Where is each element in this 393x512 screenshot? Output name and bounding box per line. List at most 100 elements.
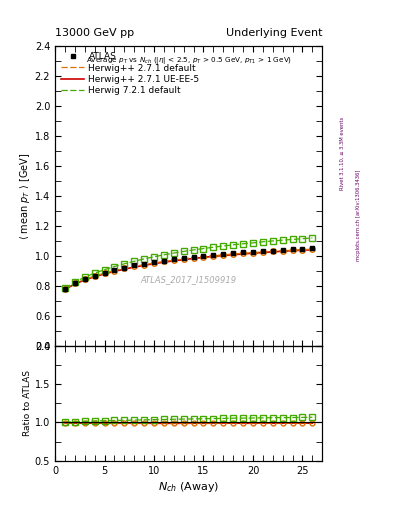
Herwig 7.2.1 default bbox=[251, 240, 255, 246]
Herwig 7.2.1 default bbox=[122, 261, 127, 267]
Line: Herwig++ 2.7.1 UE-EE-5: Herwig++ 2.7.1 UE-EE-5 bbox=[65, 250, 312, 289]
Herwig++ 2.7.1 UE-EE-5 bbox=[102, 271, 107, 277]
Herwig 7.2.1 default bbox=[112, 264, 117, 270]
ATLAS bbox=[72, 280, 77, 286]
Herwig++ 2.7.1 UE-EE-5 bbox=[221, 252, 226, 259]
Herwig++ 2.7.1 UE-EE-5 bbox=[122, 266, 127, 272]
ATLAS bbox=[280, 247, 285, 253]
Herwig++ 2.7.1 default bbox=[132, 263, 136, 269]
Text: Underlying Event: Underlying Event bbox=[226, 28, 322, 38]
ATLAS bbox=[171, 256, 176, 262]
Text: ATLAS_2017_I1509919: ATLAS_2017_I1509919 bbox=[141, 275, 237, 284]
Herwig++ 2.7.1 UE-EE-5 bbox=[310, 247, 315, 253]
Herwig++ 2.7.1 UE-EE-5 bbox=[270, 249, 275, 255]
Herwig++ 2.7.1 default bbox=[201, 253, 206, 260]
Text: 13000 GeV pp: 13000 GeV pp bbox=[55, 28, 134, 38]
ATLAS bbox=[181, 255, 186, 261]
Herwig++ 2.7.1 default bbox=[310, 246, 315, 252]
ATLAS bbox=[152, 259, 156, 265]
Herwig 7.2.1 default bbox=[290, 237, 295, 243]
Herwig 7.2.1 default bbox=[92, 270, 97, 276]
Herwig++ 2.7.1 UE-EE-5 bbox=[162, 259, 166, 265]
Herwig++ 2.7.1 default bbox=[92, 273, 97, 279]
Herwig++ 2.7.1 default bbox=[231, 251, 235, 257]
ATLAS bbox=[191, 254, 196, 260]
Herwig++ 2.7.1 default bbox=[300, 247, 305, 253]
Herwig 7.2.1 default bbox=[191, 247, 196, 253]
ATLAS bbox=[122, 265, 127, 271]
Herwig++ 2.7.1 UE-EE-5 bbox=[280, 248, 285, 254]
Herwig++ 2.7.1 default bbox=[162, 259, 166, 265]
Herwig++ 2.7.1 UE-EE-5 bbox=[142, 262, 147, 268]
Herwig 7.2.1 default bbox=[241, 241, 246, 247]
Herwig++ 2.7.1 default bbox=[251, 249, 255, 255]
Herwig++ 2.7.1 UE-EE-5 bbox=[72, 281, 77, 287]
Text: Rivet 3.1.10, ≥ 3.3M events: Rivet 3.1.10, ≥ 3.3M events bbox=[340, 117, 345, 190]
ATLAS bbox=[241, 249, 246, 255]
Herwig++ 2.7.1 default bbox=[112, 267, 117, 273]
Herwig++ 2.7.1 UE-EE-5 bbox=[241, 251, 246, 257]
Herwig++ 2.7.1 default bbox=[191, 254, 196, 261]
Herwig 7.2.1 default bbox=[310, 235, 315, 241]
Herwig++ 2.7.1 UE-EE-5 bbox=[251, 250, 255, 257]
Herwig 7.2.1 default bbox=[83, 274, 87, 280]
Herwig++ 2.7.1 UE-EE-5 bbox=[62, 286, 67, 292]
Herwig 7.2.1 default bbox=[280, 237, 285, 243]
ATLAS bbox=[132, 263, 136, 269]
ATLAS bbox=[290, 246, 295, 252]
Herwig++ 2.7.1 UE-EE-5 bbox=[231, 251, 235, 258]
Herwig 7.2.1 default bbox=[62, 285, 67, 291]
Herwig++ 2.7.1 default bbox=[171, 257, 176, 263]
Y-axis label: Ratio to ATLAS: Ratio to ATLAS bbox=[23, 370, 32, 436]
ATLAS bbox=[112, 267, 117, 273]
Herwig++ 2.7.1 UE-EE-5 bbox=[201, 254, 206, 261]
Line: Herwig++ 2.7.1 default: Herwig++ 2.7.1 default bbox=[65, 249, 312, 289]
ATLAS bbox=[142, 261, 147, 267]
Herwig++ 2.7.1 UE-EE-5 bbox=[290, 248, 295, 254]
Herwig 7.2.1 default bbox=[162, 252, 166, 258]
Herwig++ 2.7.1 default bbox=[102, 270, 107, 276]
Herwig 7.2.1 default bbox=[211, 244, 216, 250]
ATLAS bbox=[300, 246, 305, 252]
Herwig++ 2.7.1 default bbox=[270, 248, 275, 254]
Herwig 7.2.1 default bbox=[102, 267, 107, 273]
Herwig 7.2.1 default bbox=[142, 256, 147, 262]
Herwig++ 2.7.1 UE-EE-5 bbox=[181, 257, 186, 263]
ATLAS bbox=[201, 253, 206, 259]
Herwig 7.2.1 default bbox=[300, 236, 305, 242]
Herwig++ 2.7.1 UE-EE-5 bbox=[191, 255, 196, 262]
Herwig++ 2.7.1 UE-EE-5 bbox=[171, 258, 176, 264]
Herwig++ 2.7.1 default bbox=[211, 253, 216, 259]
ATLAS bbox=[162, 258, 166, 264]
Herwig++ 2.7.1 default bbox=[62, 286, 67, 292]
ATLAS bbox=[231, 250, 235, 257]
Herwig++ 2.7.1 UE-EE-5 bbox=[83, 277, 87, 283]
ATLAS bbox=[102, 269, 107, 275]
Text: Average $p_T$ vs $N_{ch}$ ($|\eta|$ < 2.5, $p_T$ > 0.5 GeV, $p_{T1}$ > 1 GeV): Average $p_T$ vs $N_{ch}$ ($|\eta|$ < 2.… bbox=[86, 55, 292, 66]
Herwig 7.2.1 default bbox=[171, 250, 176, 256]
ATLAS bbox=[251, 249, 255, 255]
Herwig++ 2.7.1 default bbox=[72, 281, 77, 287]
Herwig 7.2.1 default bbox=[270, 238, 275, 244]
Herwig 7.2.1 default bbox=[201, 245, 206, 251]
Line: ATLAS: ATLAS bbox=[62, 246, 315, 291]
ATLAS bbox=[221, 251, 226, 257]
Herwig++ 2.7.1 default bbox=[152, 260, 156, 266]
Herwig++ 2.7.1 default bbox=[261, 249, 265, 255]
Herwig++ 2.7.1 UE-EE-5 bbox=[211, 253, 216, 260]
ATLAS bbox=[270, 247, 275, 253]
ATLAS bbox=[83, 276, 87, 282]
Herwig 7.2.1 default bbox=[72, 279, 77, 285]
Herwig++ 2.7.1 UE-EE-5 bbox=[261, 249, 265, 255]
ATLAS bbox=[92, 272, 97, 279]
Herwig++ 2.7.1 default bbox=[142, 262, 147, 268]
Herwig 7.2.1 default bbox=[132, 258, 136, 264]
ATLAS bbox=[261, 248, 265, 254]
ATLAS bbox=[62, 286, 67, 292]
X-axis label: $N_{ch}$ (Away): $N_{ch}$ (Away) bbox=[158, 480, 219, 494]
Text: mcplots.cern.ch [arXiv:1306.3436]: mcplots.cern.ch [arXiv:1306.3436] bbox=[356, 169, 361, 261]
Herwig++ 2.7.1 UE-EE-5 bbox=[152, 261, 156, 267]
Herwig++ 2.7.1 UE-EE-5 bbox=[132, 264, 136, 270]
Herwig++ 2.7.1 default bbox=[122, 265, 127, 271]
Herwig++ 2.7.1 default bbox=[83, 276, 87, 283]
